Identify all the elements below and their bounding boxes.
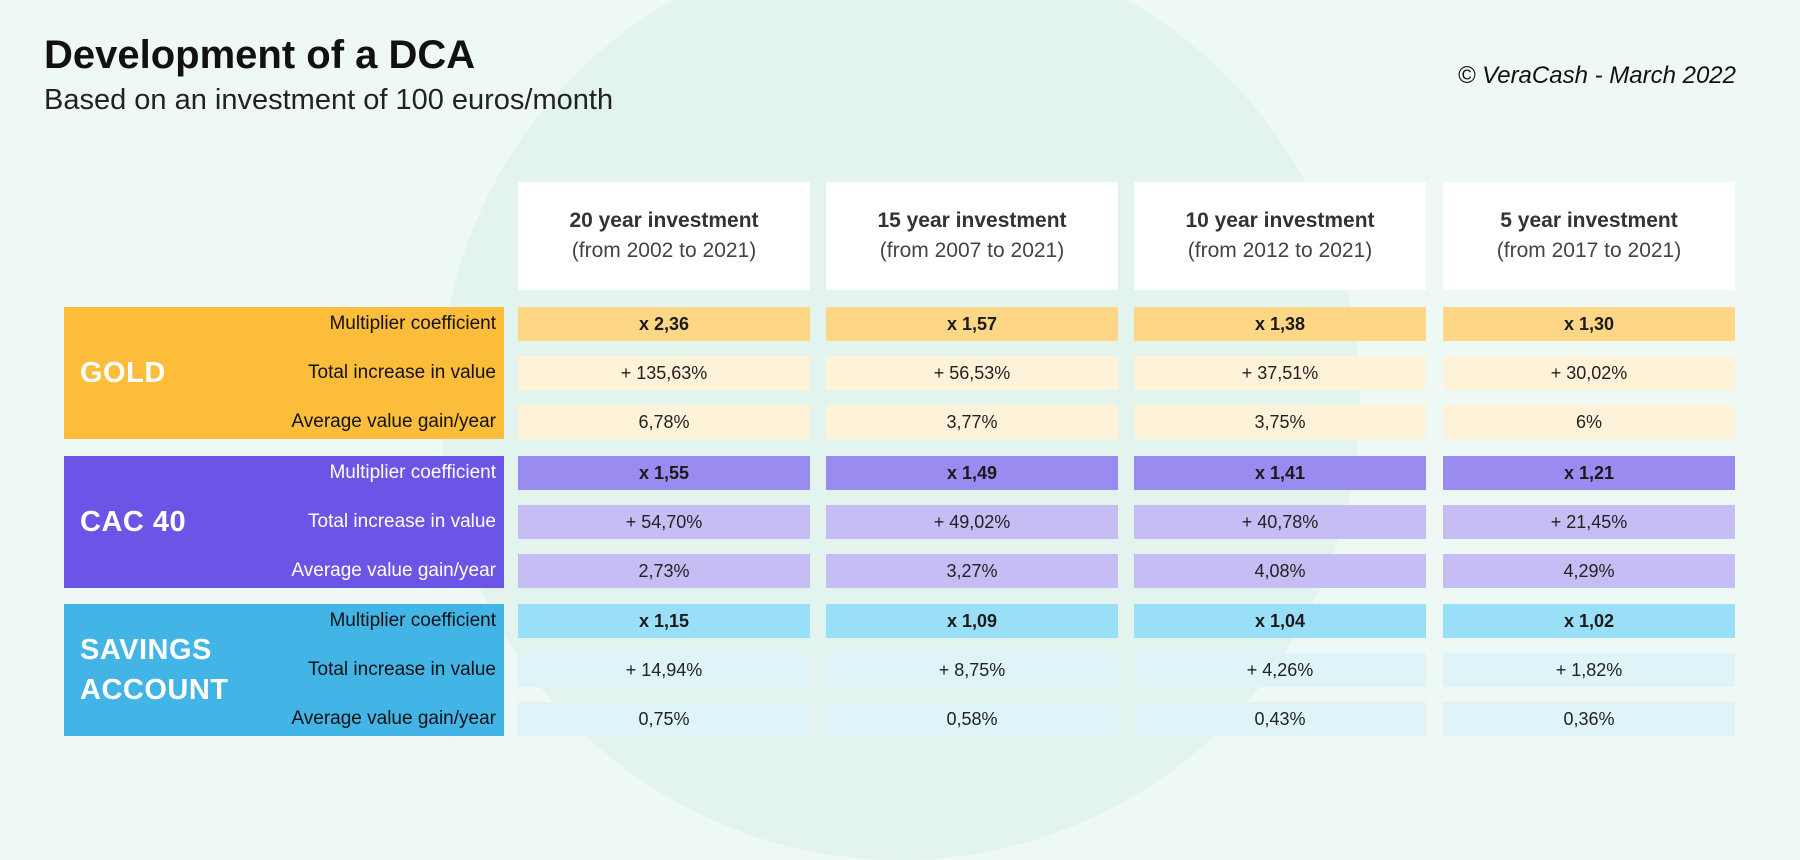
column-header-20y: 20 year investment (from 2002 to 2021) bbox=[518, 182, 810, 290]
column-title: 20 year investment bbox=[569, 209, 759, 232]
value-cell-cac40-total-increase: + 21,45% bbox=[1443, 505, 1735, 539]
column-title: 15 year investment bbox=[877, 209, 1067, 232]
value-cell-savings-average-gain: 0,58% bbox=[826, 702, 1118, 736]
value-cell-savings-average-gain: 0,43% bbox=[1134, 702, 1426, 736]
value-cell-cac40-multiplier: x 1,41 bbox=[1134, 456, 1426, 490]
row-label-average-gain: Average value gain/year bbox=[291, 708, 496, 729]
column-title: 5 year investment bbox=[1500, 209, 1678, 232]
row-label-multiplier: Multiplier coefficient bbox=[329, 313, 496, 334]
value-cell-gold-total-increase: + 135,63% bbox=[518, 356, 810, 390]
asset-name-cac40: CAC 40 bbox=[80, 506, 187, 538]
column-range: (from 2017 to 2021) bbox=[1496, 239, 1682, 262]
value-cell-gold-multiplier: x 1,38 bbox=[1134, 307, 1426, 341]
row-label-multiplier: Multiplier coefficient bbox=[329, 462, 496, 483]
column-header-15y: 15 year investment (from 2007 to 2021) bbox=[826, 182, 1118, 290]
asset-block-savings: SAVINGS ACCOUNT Multiplier coefficient T… bbox=[64, 604, 504, 736]
value-cell-cac40-average-gain: 2,73% bbox=[518, 554, 810, 588]
column-range: (from 2002 to 2021) bbox=[571, 239, 757, 262]
page-subtitle: Based on an investment of 100 euros/mont… bbox=[44, 84, 614, 116]
value-cell-gold-multiplier: x 1,57 bbox=[826, 307, 1118, 341]
value-cell-savings-multiplier: x 1,02 bbox=[1443, 604, 1735, 638]
row-label-total-increase: Total increase in value bbox=[308, 659, 496, 680]
value-cell-gold-multiplier: x 2,36 bbox=[518, 307, 810, 341]
value-cell-gold-average-gain: 6% bbox=[1443, 405, 1735, 439]
row-label-total-increase: Total increase in value bbox=[308, 511, 496, 532]
value-cell-cac40-multiplier: x 1,49 bbox=[826, 456, 1118, 490]
value-cell-cac40-multiplier: x 1,55 bbox=[518, 456, 810, 490]
credit-text: © VeraCash - March 2022 bbox=[1457, 62, 1736, 89]
column-title: 10 year investment bbox=[1185, 209, 1375, 232]
header: Development of a DCA Based on an investm… bbox=[44, 30, 613, 118]
value-cell-savings-multiplier: x 1,09 bbox=[826, 604, 1118, 638]
asset-name-gold: GOLD bbox=[80, 357, 166, 389]
value-cell-savings-average-gain: 0,75% bbox=[518, 702, 810, 736]
asset-block-cac40: CAC 40 Multiplier coefficient Total incr… bbox=[64, 456, 504, 588]
page-title: Development of a DCA bbox=[44, 33, 476, 77]
value-cell-savings-total-increase: + 8,75% bbox=[826, 653, 1118, 687]
value-cell-gold-total-increase: + 37,51% bbox=[1134, 356, 1426, 390]
value-cell-savings-average-gain: 0,36% bbox=[1443, 702, 1735, 736]
value-cell-cac40-average-gain: 4,08% bbox=[1134, 554, 1426, 588]
value-cell-savings-total-increase: + 14,94% bbox=[518, 653, 810, 687]
row-label-average-gain: Average value gain/year bbox=[291, 411, 496, 432]
column-header-5y: 5 year investment (from 2017 to 2021) bbox=[1443, 182, 1735, 290]
value-cell-savings-total-increase: + 4,26% bbox=[1134, 653, 1426, 687]
row-label-multiplier: Multiplier coefficient bbox=[329, 610, 496, 631]
value-cell-savings-multiplier: x 1,15 bbox=[518, 604, 810, 638]
value-cell-cac40-total-increase: + 54,70% bbox=[518, 505, 810, 539]
column-header-10y: 10 year investment (from 2012 to 2021) bbox=[1134, 182, 1426, 290]
asset-block-gold: GOLD Multiplier coefficient Total increa… bbox=[64, 307, 504, 439]
value-cell-cac40-average-gain: 3,27% bbox=[826, 554, 1118, 588]
column-range: (from 2007 to 2021) bbox=[879, 239, 1065, 262]
value-cell-cac40-average-gain: 4,29% bbox=[1443, 554, 1735, 588]
value-cell-savings-multiplier: x 1,04 bbox=[1134, 604, 1426, 638]
value-cell-cac40-total-increase: + 49,02% bbox=[826, 505, 1118, 539]
row-label-average-gain: Average value gain/year bbox=[291, 560, 496, 581]
value-cell-cac40-total-increase: + 40,78% bbox=[1134, 505, 1426, 539]
value-cell-cac40-multiplier: x 1,21 bbox=[1443, 456, 1735, 490]
asset-name-savings: SAVINGS ACCOUNT bbox=[80, 634, 229, 706]
value-cell-gold-multiplier: x 1,30 bbox=[1443, 307, 1735, 341]
value-cell-savings-total-increase: + 1,82% bbox=[1443, 653, 1735, 687]
value-cell-gold-average-gain: 3,77% bbox=[826, 405, 1118, 439]
row-label-total-increase: Total increase in value bbox=[308, 362, 496, 383]
value-cell-gold-total-increase: + 56,53% bbox=[826, 356, 1118, 390]
value-cell-gold-average-gain: 6,78% bbox=[518, 405, 810, 439]
value-cell-gold-average-gain: 3,75% bbox=[1134, 405, 1426, 439]
value-cell-gold-total-increase: + 30,02% bbox=[1443, 356, 1735, 390]
column-range: (from 2012 to 2021) bbox=[1187, 239, 1373, 262]
